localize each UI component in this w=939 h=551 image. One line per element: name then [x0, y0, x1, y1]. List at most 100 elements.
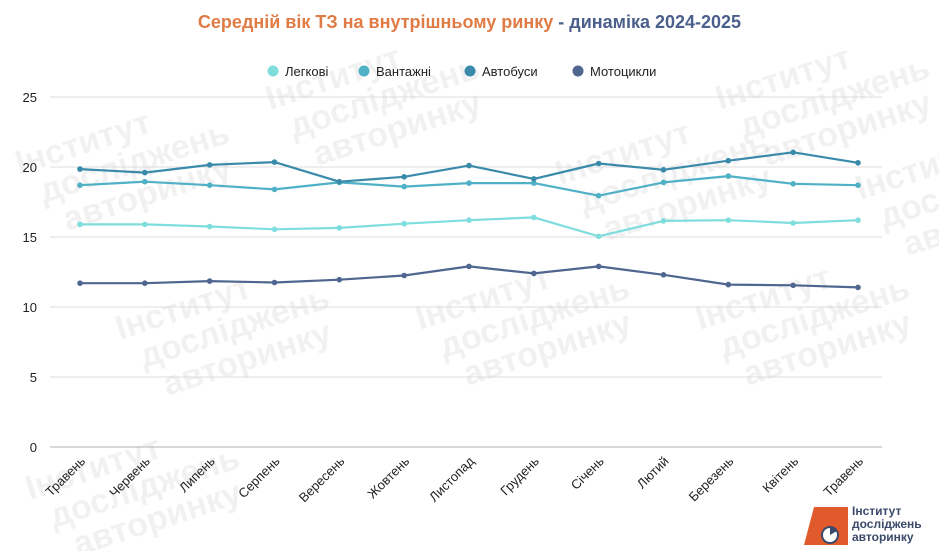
chart-title-suffix: динаміка 2024-2025: [569, 12, 742, 32]
data-point: [725, 173, 732, 179]
data-point: [206, 278, 213, 284]
data-point: [206, 182, 213, 188]
data-point: [595, 192, 602, 199]
data-point: [855, 160, 861, 166]
data-point: [790, 149, 796, 156]
data-point: [790, 282, 796, 289]
legend-label: Автобуси: [482, 64, 538, 79]
data-point: [660, 272, 667, 278]
logo-icon: [804, 507, 848, 545]
y-axis-ticks: 0 5 10 15 20 25: [23, 90, 37, 455]
data-point: [660, 218, 667, 224]
logo-line-1: Інститут: [852, 504, 902, 518]
series-4: [77, 263, 861, 291]
data-point: [725, 157, 732, 164]
x-tick-label: Березень: [686, 453, 737, 504]
series-3: [77, 149, 861, 185]
chart-title: Середній вік ТЗ на внутрішньому ринку - …: [0, 12, 939, 33]
data-point: [466, 263, 472, 270]
x-tick-label: Лютий: [634, 454, 672, 492]
logo-line-2: досліджень: [852, 517, 922, 531]
data-point: [855, 217, 861, 223]
data-point: [790, 220, 796, 226]
data-point: [725, 217, 732, 223]
x-tick-label: Жовтень: [364, 453, 412, 501]
data-point: [401, 183, 407, 190]
data-point: [336, 225, 343, 231]
data-point: [206, 162, 213, 168]
data-point: [531, 270, 537, 277]
y-tick-label: 5: [30, 370, 37, 385]
legend-item: Мотоцикли: [572, 64, 656, 79]
y-tick-label: 10: [23, 300, 37, 315]
data-point: [77, 182, 83, 188]
legend-marker: [267, 65, 279, 77]
data-point: [790, 181, 796, 187]
data-point: [271, 186, 278, 193]
data-point: [595, 263, 602, 270]
x-tick-label: Грудень: [497, 453, 542, 498]
y-tick-label: 25: [23, 90, 37, 105]
y-tick-label: 15: [23, 230, 37, 245]
legend-label: Легкові: [285, 64, 328, 79]
y-tick-label: 0: [30, 440, 37, 455]
legend-marker: [464, 65, 476, 77]
legend-label: Вантажні: [376, 64, 431, 79]
data-point: [466, 162, 472, 169]
data-point: [466, 217, 472, 223]
x-tick-label: Січень: [568, 453, 607, 492]
chart-title-main: Середній вік ТЗ на внутрішньому ринку: [197, 12, 554, 32]
data-point: [142, 169, 148, 176]
data-point: [531, 180, 537, 186]
data-point: [531, 214, 537, 221]
data-point: [77, 221, 83, 228]
data-point: [206, 223, 213, 230]
data-point: [595, 160, 602, 167]
data-point: [142, 178, 148, 185]
data-point: [725, 281, 732, 288]
legend: Легкові Вантажні Автобуси Мотоцикли: [267, 64, 656, 79]
data-point: [466, 180, 472, 186]
data-point: [336, 178, 343, 185]
data-point: [271, 159, 278, 165]
data-point: [142, 221, 148, 228]
data-point: [855, 182, 861, 188]
x-tick-label: Вересень: [296, 453, 348, 505]
x-tick-label: Серпень: [235, 453, 283, 501]
data-point: [660, 167, 667, 173]
data-point: [401, 220, 407, 227]
legend-label: Мотоцикли: [590, 64, 656, 79]
data-point: [142, 280, 148, 287]
data-point: [271, 226, 278, 233]
data-point: [271, 279, 278, 286]
data-point: [77, 280, 83, 287]
data-point: [660, 179, 667, 186]
logo-line-3: авторинку: [852, 530, 914, 544]
y-tick-label: 20: [23, 160, 37, 175]
legend-item: Легкові: [267, 64, 328, 79]
legend-marker: [358, 65, 370, 77]
chart-title-separator: -: [553, 12, 570, 32]
legend-item: Автобуси: [464, 64, 538, 79]
data-point: [401, 174, 407, 180]
series-lines: [77, 149, 861, 291]
data-point: [855, 284, 861, 291]
logo-text: Інститут досліджень авторинку: [852, 505, 922, 544]
data-point: [336, 276, 343, 283]
series-2: [77, 173, 861, 199]
data-point: [77, 166, 83, 172]
x-tick-label: Травень: [820, 453, 866, 499]
data-point: [401, 272, 407, 279]
legend-marker: [572, 65, 584, 77]
x-tick-label: Квітень: [759, 453, 801, 495]
legend-item: Вантажні: [358, 64, 431, 79]
x-tick-label: Листопад: [426, 453, 477, 504]
data-point: [531, 176, 537, 182]
data-point: [595, 233, 602, 240]
series-1: [77, 214, 861, 240]
